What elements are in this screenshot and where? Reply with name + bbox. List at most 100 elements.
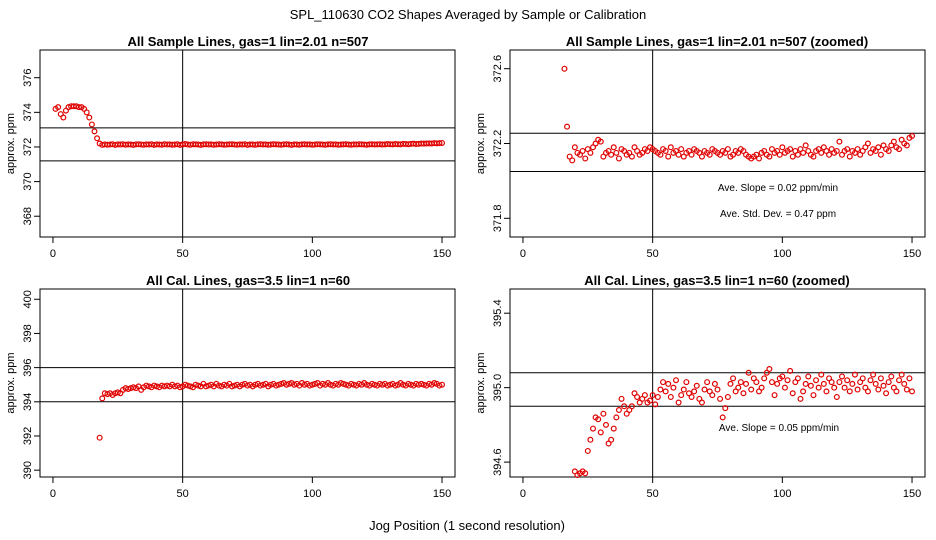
panel-cal-lines: All Cal. Lines, gas=3.5 lin=1 n=60 0 50 100… <box>5 273 456 500</box>
plot-frame <box>509 288 926 478</box>
data-point <box>851 371 858 378</box>
y-axis-label: approx. ppm <box>5 352 17 413</box>
data-point <box>864 140 871 147</box>
data-point <box>883 390 890 397</box>
data-point <box>384 382 391 389</box>
data-point <box>649 392 656 399</box>
y-tick-label: 371.8 <box>492 205 504 233</box>
data-point <box>846 388 853 395</box>
data-point <box>94 135 101 142</box>
data-point <box>587 436 594 443</box>
data-point <box>794 375 801 382</box>
data-point <box>657 386 664 393</box>
data-point <box>582 155 589 162</box>
data-point <box>628 153 635 160</box>
data-point <box>688 151 695 158</box>
y-tick-label: 394.6 <box>492 448 504 476</box>
data-point <box>755 155 762 162</box>
data-point <box>582 470 589 477</box>
x-tick-label: 150 <box>433 488 451 500</box>
data-point <box>275 381 282 388</box>
data-point <box>177 384 184 391</box>
data-point <box>610 425 617 432</box>
data-point <box>906 375 913 382</box>
data-point <box>730 375 737 382</box>
data-point <box>657 151 664 158</box>
data-point <box>693 382 700 389</box>
data-point <box>846 153 853 160</box>
data-point <box>667 393 674 400</box>
data-point <box>613 149 620 156</box>
data-point <box>844 146 851 153</box>
data-point <box>779 373 786 380</box>
data-point <box>761 375 768 382</box>
data-point <box>880 382 887 389</box>
data-point <box>587 149 594 156</box>
data-point <box>228 383 235 390</box>
data-point <box>815 384 822 391</box>
data-point <box>571 144 578 151</box>
y-tick-label: 372.2 <box>492 130 504 158</box>
data-point <box>184 382 191 389</box>
page-title: SPL_110630 CO2 Shapes Averaged by Sample… <box>290 7 647 22</box>
data-point <box>781 384 788 391</box>
data-point <box>877 151 884 158</box>
data-point <box>114 389 121 396</box>
data-point <box>867 377 874 384</box>
x-axis-label: Jog Position (1 second resolution) <box>369 518 565 533</box>
data-point <box>877 375 884 382</box>
data-point <box>340 380 347 387</box>
data-point <box>810 153 817 160</box>
data-point <box>896 146 903 153</box>
data-point <box>579 147 586 154</box>
x-tick-label: 100 <box>773 488 791 500</box>
data-point <box>818 149 825 156</box>
data-point <box>309 381 316 388</box>
data-point <box>833 393 840 400</box>
data-point <box>758 384 765 391</box>
data-point <box>787 146 794 153</box>
plot-frame <box>39 49 456 238</box>
y-tick-label: 395.4 <box>492 299 504 327</box>
data-point <box>724 393 731 400</box>
data-point <box>903 386 910 393</box>
data-point <box>667 144 674 151</box>
data-point <box>823 388 830 395</box>
data-point <box>96 434 103 441</box>
data-point <box>662 147 669 154</box>
data-point <box>647 397 654 404</box>
data-point <box>838 373 845 380</box>
data-point <box>836 379 843 386</box>
data-point <box>678 392 685 399</box>
data-point <box>706 151 713 158</box>
data-point <box>683 379 690 386</box>
x-tick-label: 150 <box>903 488 921 500</box>
data-point <box>797 395 804 402</box>
data-point <box>909 388 916 395</box>
data-point <box>597 138 604 145</box>
data-point <box>615 406 622 413</box>
data-point <box>91 128 98 135</box>
data-point <box>807 382 814 389</box>
data-point <box>618 395 625 402</box>
data-point <box>125 385 132 392</box>
x-tick-label: 100 <box>303 488 321 500</box>
x-tick-label: 0 <box>520 488 526 500</box>
data-point <box>678 146 685 153</box>
y-tick-label: 372.6 <box>492 55 504 83</box>
data-point <box>818 371 825 378</box>
data-point <box>833 147 840 154</box>
data-point <box>660 379 667 386</box>
data-point <box>885 379 892 386</box>
data-point <box>405 380 412 387</box>
y-axis-label: approx. ppm <box>5 113 17 174</box>
data-point <box>628 403 635 410</box>
data-point <box>714 386 721 393</box>
x-tick-label: 150 <box>903 248 921 260</box>
data-point <box>311 380 318 387</box>
data-point <box>724 146 731 153</box>
data-point <box>885 147 892 154</box>
x-tick-label: 50 <box>177 248 189 260</box>
data-point <box>802 380 809 387</box>
data-point <box>662 388 669 395</box>
